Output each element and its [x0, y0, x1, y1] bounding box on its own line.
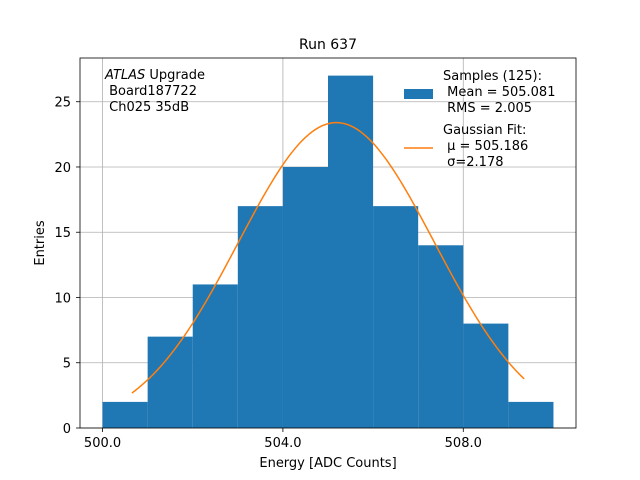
x-axis-label: Energy [ADC Counts] — [259, 456, 396, 471]
legend-samples-swatch — [404, 89, 433, 99]
histogram-bar — [282, 166, 328, 429]
y-tick-label: 20 — [54, 161, 71, 176]
x-tick-label: 500.0 — [84, 436, 121, 451]
legend-fit-line1: Gaussian Fit: — [443, 123, 526, 138]
y-tick-label: 15 — [54, 226, 71, 241]
plot-frame — [79, 57, 577, 429]
legend-fit-line3: σ=2.178 — [443, 155, 503, 170]
y-tick-label: 25 — [54, 96, 71, 111]
atlas-annotation: ATLAS Upgrade Board187722 Ch025 35dB — [104, 68, 205, 115]
y-tick-label: 10 — [54, 291, 71, 306]
svg-text:ATLAS Upgrade: ATLAS Upgrade — [104, 68, 205, 83]
annotation-line3: Ch025 35dB — [105, 100, 189, 115]
histogram-bar — [418, 245, 464, 428]
annotation-italic: ATLAS — [104, 68, 145, 83]
histogram-bar — [102, 401, 148, 428]
x-axis-ticks: 500.0 504.0 508.0 — [84, 428, 482, 451]
legend-samples-line1: Samples (125): — [443, 69, 542, 84]
histogram-bar — [237, 206, 283, 428]
annotation-line2: Board187722 — [105, 84, 197, 99]
legend-fit-line2: μ = 505.186 — [443, 139, 528, 154]
x-tick-label: 508.0 — [445, 436, 482, 451]
y-axis-ticks: 0 5 10 15 20 25 — [54, 96, 80, 437]
histogram-bar — [463, 323, 509, 428]
y-tick-label: 5 — [63, 357, 71, 372]
x-tick-label: 504.0 — [264, 436, 301, 451]
histogram-bar — [192, 284, 238, 428]
histogram-bar — [147, 336, 193, 428]
histogram-bars — [102, 75, 554, 429]
histogram-bar — [373, 206, 419, 428]
y-tick-label: 0 — [63, 422, 71, 437]
legend-samples-line3: RMS = 2.005 — [443, 101, 532, 116]
legend-samples-line2: Mean = 505.081 — [443, 85, 555, 100]
legend: Samples (125): Mean = 505.081 RMS = 2.00… — [404, 69, 555, 170]
annotation-line1-rest: Upgrade — [145, 68, 205, 83]
y-axis-label: Entries — [33, 220, 48, 266]
histogram-bar — [328, 75, 374, 428]
chart-title: Run 637 — [299, 37, 357, 53]
histogram-bar — [508, 401, 554, 428]
gaussian-fit-curve — [131, 121, 525, 394]
